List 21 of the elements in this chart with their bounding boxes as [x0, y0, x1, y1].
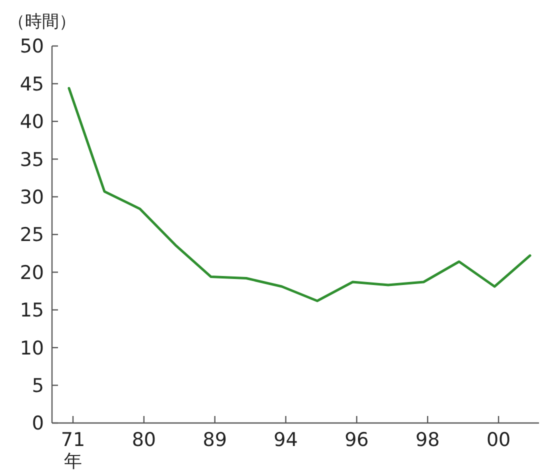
x-tick-label: 96	[344, 429, 369, 451]
x-tick-label: 71	[60, 429, 86, 451]
x-tick-label: 80	[132, 429, 156, 451]
y-tick-label: 15	[20, 300, 44, 322]
y-tick-label: 30	[20, 186, 44, 208]
y-tick-label: 35	[20, 148, 44, 171]
y-tick-label: 5	[32, 374, 44, 397]
x-tick-label: 00	[486, 429, 511, 451]
x-tick-label: 98	[416, 429, 440, 451]
y-tick-label: 20	[20, 262, 44, 284]
x-axis-title: 年	[64, 451, 82, 472]
y-tick-label: 40	[20, 111, 44, 134]
y-tick-label: 50	[20, 36, 44, 58]
x-tick-label: 94	[274, 429, 298, 451]
y-axis-title: （時間）	[8, 12, 76, 32]
line-series	[68, 86, 532, 302]
y-tick-label: 0	[32, 412, 44, 435]
y-tick-label: 25	[20, 224, 44, 246]
y-tick-label: 45	[20, 73, 44, 96]
y-tick-label: 10	[20, 337, 44, 360]
x-tick-label: 89	[202, 429, 227, 451]
